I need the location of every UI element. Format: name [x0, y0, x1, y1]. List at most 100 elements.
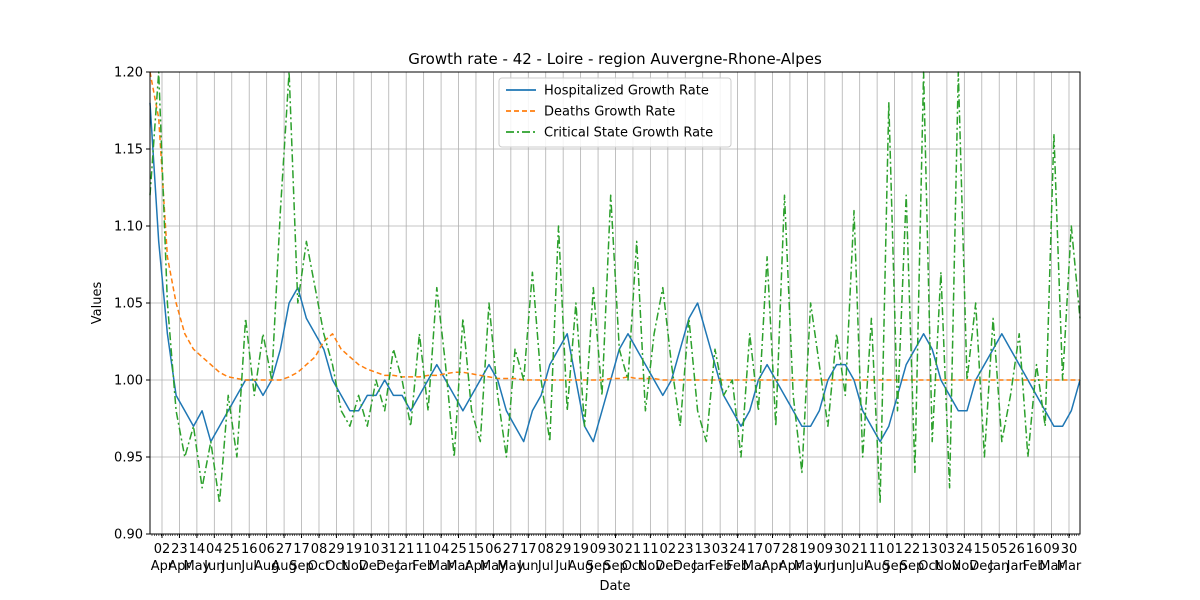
x-tick-label-day: 17: [293, 542, 310, 557]
x-tick-label-day: 19: [572, 542, 589, 557]
x-tick-label-day: 29: [328, 542, 345, 557]
series-layer: [149, 71, 1081, 504]
x-tick-label-month: Mar: [429, 559, 454, 574]
x-tick-label-month: Mar: [1057, 559, 1082, 574]
x-tick-label-month: Feb: [709, 559, 732, 574]
x-tick-label-month: Jul: [554, 559, 571, 574]
x-tick-label-month: Apr: [761, 559, 784, 574]
x-tick-label-day: 31: [380, 542, 397, 557]
y-tick-label: 1.00: [114, 374, 143, 389]
x-axis: 02Apr23Apr14May04Jun25Jun16Jul06Aug27Aug…: [151, 534, 1082, 574]
x-tick-label-month: Jul: [537, 559, 554, 574]
x-tick-label-day: 10: [363, 542, 380, 557]
x-tick-label-month: Dec: [376, 559, 401, 574]
x-tick-label-day: 03: [712, 542, 729, 557]
x-tick-label-month: Apr: [151, 559, 174, 574]
x-tick-label-day: 22: [904, 542, 921, 557]
x-tick-label-day: 08: [311, 542, 328, 557]
x-tick-label-day: 17: [520, 542, 537, 557]
x-tick-label-day: 14: [189, 542, 206, 557]
x-tick-label-day: 21: [851, 542, 868, 557]
x-tick-label-day: 23: [677, 542, 694, 557]
x-tick-label-month: Aug: [254, 559, 279, 574]
x-tick-label-day: 15: [468, 542, 485, 557]
x-tick-label-month: Oct: [918, 559, 940, 574]
x-tick-label-day: 11: [642, 542, 659, 557]
x-tick-label-month: Aug: [568, 559, 593, 574]
x-tick-label-day: 21: [398, 542, 415, 557]
x-tick-label-day: 24: [956, 542, 973, 557]
x-tick-label-day: 01: [886, 542, 903, 557]
x-tick-label-month: Sep: [603, 559, 628, 574]
x-tick-label-day: 17: [747, 542, 764, 557]
series-line-1: [149, 102, 1081, 443]
x-tick-label-day: 27: [503, 542, 520, 557]
x-tick-label-day: 11: [415, 542, 432, 557]
legend: Hospitalized Growth Rate Deaths Growth Ra…: [498, 77, 732, 148]
x-tick-label-day: 19: [799, 542, 816, 557]
x-tick-label-month: Feb: [412, 559, 435, 574]
x-tick-label-month: May: [794, 559, 821, 574]
x-tick-label-day: 23: [171, 542, 188, 557]
x-tick-label-month: Aug: [271, 559, 296, 574]
x-tick-label-month: Apr: [779, 559, 802, 574]
x-tick-label-month: Jul: [851, 559, 868, 574]
legend-label-3: Critical State Growth Rate: [544, 126, 713, 141]
x-tick-label-month: Feb: [726, 559, 749, 574]
x-tick-label-month: May: [480, 559, 507, 574]
legend-box: [498, 77, 732, 148]
x-tick-label-month: Nov: [952, 559, 978, 574]
x-tick-label-day: 21: [625, 542, 642, 557]
x-tick-label-day: 16: [1026, 542, 1043, 557]
x-tick-label-day: 30: [834, 542, 851, 557]
y-tick-label: 0.95: [114, 451, 143, 466]
x-tick-label-month: Sep: [882, 559, 907, 574]
x-tick-label-day: 07: [764, 542, 781, 557]
x-tick-label-month: Mar: [446, 559, 471, 574]
x-tick-label-month: Nov: [341, 559, 367, 574]
x-tick-label-month: Apr: [168, 559, 191, 574]
x-tick-label-month: Dec: [969, 559, 994, 574]
x-tick-label-day: 11: [869, 542, 886, 557]
x-tick-label-month: Jun: [831, 559, 852, 574]
x-tick-label-month: Sep: [289, 559, 314, 574]
x-tick-label-month: Oct: [325, 559, 347, 574]
x-tick-label-day: 04: [206, 542, 223, 557]
x-tick-label-month: Sep: [586, 559, 611, 574]
x-axis-label: Date: [599, 579, 630, 594]
x-tick-label-day: 13: [694, 542, 711, 557]
x-tick-label-month: Aug: [864, 559, 889, 574]
series-line-3: [149, 71, 1081, 504]
x-tick-label-day: 02: [660, 542, 677, 557]
x-tick-label-month: Oct: [622, 559, 644, 574]
x-tick-label-month: Apr: [465, 559, 488, 574]
x-tick-label-month: Jan: [988, 559, 1009, 574]
y-axis-label: Values: [90, 282, 105, 325]
x-tick-label-month: Jun: [203, 559, 224, 574]
y-axis: 0.90 0.95 1.00 1.05 1.10 1.15 1.20: [114, 66, 150, 543]
x-tick-label-month: Jun: [517, 559, 538, 574]
legend-label-2: Deaths Growth Rate: [544, 105, 675, 120]
x-tick-label-day: 13: [921, 542, 938, 557]
x-tick-label-month: Sep: [900, 559, 925, 574]
x-tick-label-day: 06: [485, 542, 502, 557]
legend-label-1: Hospitalized Growth Rate: [544, 84, 709, 99]
x-tick-label-day: 09: [1043, 542, 1060, 557]
x-tick-label-month: May: [497, 559, 524, 574]
x-tick-label-month: Nov: [934, 559, 960, 574]
x-tick-label-day: 16: [241, 542, 258, 557]
x-tick-label-month: Jun: [221, 559, 242, 574]
x-tick-label-month: Mar: [1039, 559, 1064, 574]
x-tick-label-month: Feb: [1023, 559, 1046, 574]
y-tick-label: 1.10: [114, 220, 143, 235]
x-tick-label-day: 19: [346, 542, 363, 557]
x-tick-label-day: 09: [817, 542, 834, 557]
x-tick-label-day: 28: [782, 542, 799, 557]
x-tick-label-day: 29: [555, 542, 572, 557]
x-tick-label-month: Dec: [359, 559, 384, 574]
x-tick-label-day: 08: [537, 542, 554, 557]
x-tick-label-month: Jan: [1006, 559, 1027, 574]
chart-title: Growth rate - 42 - Loire - region Auverg…: [408, 50, 822, 68]
x-tick-label-day: 30: [1061, 542, 1078, 557]
